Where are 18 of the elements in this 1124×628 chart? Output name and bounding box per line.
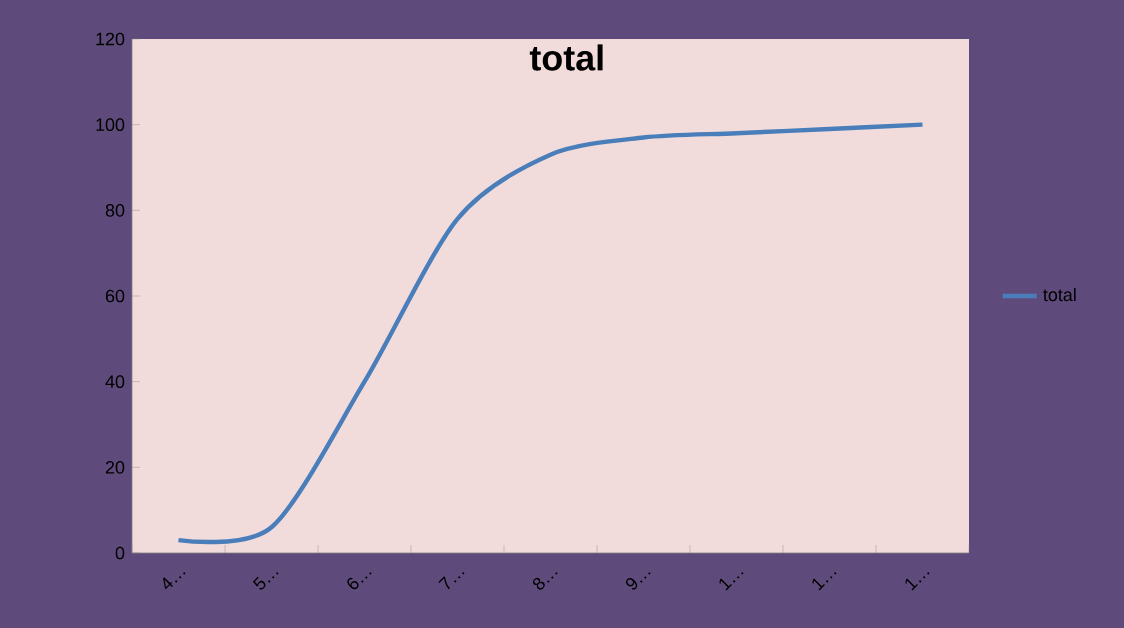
x-tick-label: 1… (719, 572, 744, 591)
y-tick-label: 80 (105, 203, 125, 217)
x-tick-label: 6… (347, 572, 372, 590)
legend-label: total (1043, 288, 1076, 302)
y-tick-label: 20 (105, 460, 125, 474)
x-tick-label: 9… (625, 572, 651, 590)
x-tick-label: 4… (163, 572, 186, 590)
y-tick-label: 40 (105, 375, 125, 389)
x-tick-label: 1… (905, 572, 930, 591)
x-tick-label: 1… (812, 572, 837, 591)
chart-title: total (529, 44, 603, 71)
x-tick-label: 8… (532, 572, 558, 590)
y-tick-label: 0 (115, 546, 125, 560)
y-tick-label: 60 (105, 289, 125, 303)
x-tick-label: 7… (438, 572, 465, 590)
y-tick-label: 120 (96, 32, 125, 46)
x-tick-label: 5… (252, 572, 279, 590)
y-tick-label: 100 (96, 118, 125, 132)
